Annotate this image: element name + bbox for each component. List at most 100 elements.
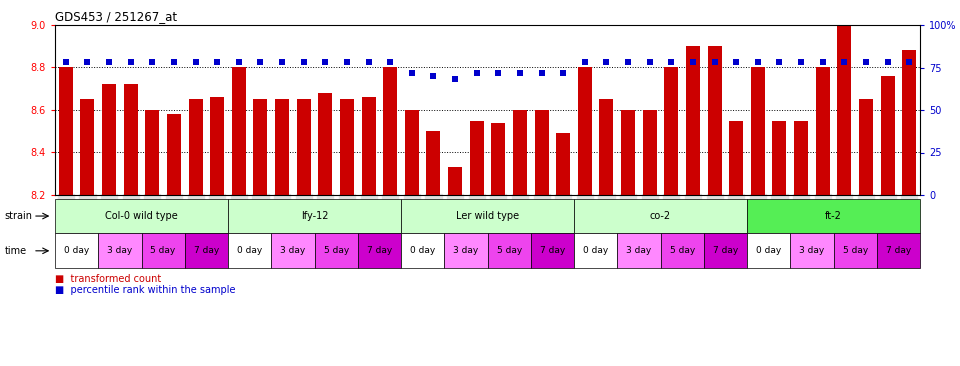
- Text: 3 day: 3 day: [800, 246, 825, 255]
- Point: [772, 59, 787, 65]
- Bar: [210, 97, 225, 195]
- Point: [858, 59, 874, 65]
- Bar: [405, 110, 419, 195]
- Text: 7 day: 7 day: [540, 246, 565, 255]
- Bar: [231, 67, 246, 195]
- Point: [318, 59, 333, 65]
- Point: [491, 70, 506, 75]
- Bar: [492, 123, 505, 195]
- Bar: [297, 100, 311, 195]
- Bar: [794, 121, 808, 195]
- Text: 3 day: 3 day: [108, 246, 132, 255]
- Bar: [253, 100, 268, 195]
- Bar: [837, 25, 852, 195]
- Point: [188, 59, 204, 65]
- Bar: [751, 67, 765, 195]
- Point: [513, 70, 528, 75]
- Bar: [469, 121, 484, 195]
- Bar: [448, 167, 462, 195]
- Bar: [319, 93, 332, 195]
- Point: [815, 59, 830, 65]
- Bar: [167, 114, 181, 195]
- Point: [534, 70, 549, 75]
- Text: 3 day: 3 day: [280, 246, 305, 255]
- Point: [252, 59, 268, 65]
- Text: 5 day: 5 day: [151, 246, 176, 255]
- Text: 7 day: 7 day: [367, 246, 392, 255]
- Point: [750, 59, 765, 65]
- Bar: [816, 67, 829, 195]
- Point: [209, 59, 225, 65]
- Bar: [708, 46, 722, 195]
- Point: [729, 59, 744, 65]
- Text: 0 day: 0 day: [756, 246, 781, 255]
- Point: [80, 59, 95, 65]
- Bar: [621, 110, 636, 195]
- Text: strain: strain: [5, 211, 33, 221]
- Point: [793, 59, 808, 65]
- Point: [901, 59, 917, 65]
- Text: 0 day: 0 day: [237, 246, 262, 255]
- Point: [447, 76, 463, 82]
- Bar: [513, 110, 527, 195]
- Text: 3 day: 3 day: [453, 246, 478, 255]
- Text: 5 day: 5 day: [843, 246, 868, 255]
- Point: [361, 59, 376, 65]
- Bar: [340, 100, 354, 195]
- Text: 5 day: 5 day: [669, 246, 695, 255]
- Text: time: time: [5, 246, 27, 256]
- Bar: [81, 100, 94, 195]
- Point: [880, 59, 896, 65]
- Text: 0 day: 0 day: [583, 246, 609, 255]
- Text: 7 day: 7 day: [712, 246, 738, 255]
- Bar: [880, 76, 895, 195]
- Point: [469, 70, 485, 75]
- Bar: [685, 46, 700, 195]
- Bar: [383, 67, 397, 195]
- Bar: [102, 85, 116, 195]
- Point: [404, 70, 420, 75]
- Text: 3 day: 3 day: [626, 246, 652, 255]
- Bar: [664, 67, 679, 195]
- Text: co-2: co-2: [650, 211, 671, 221]
- Point: [145, 59, 160, 65]
- Bar: [535, 110, 548, 195]
- Point: [166, 59, 181, 65]
- Text: Col-0 wild type: Col-0 wild type: [106, 211, 178, 221]
- Text: Ler wild type: Ler wild type: [456, 211, 519, 221]
- Bar: [902, 51, 916, 195]
- Bar: [362, 97, 375, 195]
- Point: [599, 59, 614, 65]
- Point: [577, 59, 592, 65]
- Bar: [124, 85, 137, 195]
- Point: [123, 59, 138, 65]
- Text: 0 day: 0 day: [64, 246, 89, 255]
- Point: [685, 59, 701, 65]
- Bar: [59, 67, 73, 195]
- Point: [642, 59, 658, 65]
- Bar: [730, 121, 743, 195]
- Point: [339, 59, 354, 65]
- Bar: [642, 110, 657, 195]
- Text: ■  percentile rank within the sample: ■ percentile rank within the sample: [55, 285, 235, 295]
- Text: ■  transformed count: ■ transformed count: [55, 274, 161, 284]
- Point: [231, 59, 247, 65]
- Point: [425, 73, 441, 79]
- Point: [275, 59, 290, 65]
- Text: GDS453 / 251267_at: GDS453 / 251267_at: [55, 10, 178, 23]
- Point: [102, 59, 117, 65]
- Text: lfy-12: lfy-12: [300, 211, 328, 221]
- Bar: [145, 110, 159, 195]
- Point: [620, 59, 636, 65]
- Text: 5 day: 5 day: [496, 246, 521, 255]
- Point: [296, 59, 311, 65]
- Bar: [578, 67, 592, 195]
- Point: [59, 59, 74, 65]
- Text: 7 day: 7 day: [886, 246, 911, 255]
- Text: 7 day: 7 day: [194, 246, 219, 255]
- Point: [556, 70, 571, 75]
- Bar: [773, 121, 786, 195]
- Bar: [859, 100, 873, 195]
- Text: 5 day: 5 day: [324, 246, 348, 255]
- Point: [836, 59, 852, 65]
